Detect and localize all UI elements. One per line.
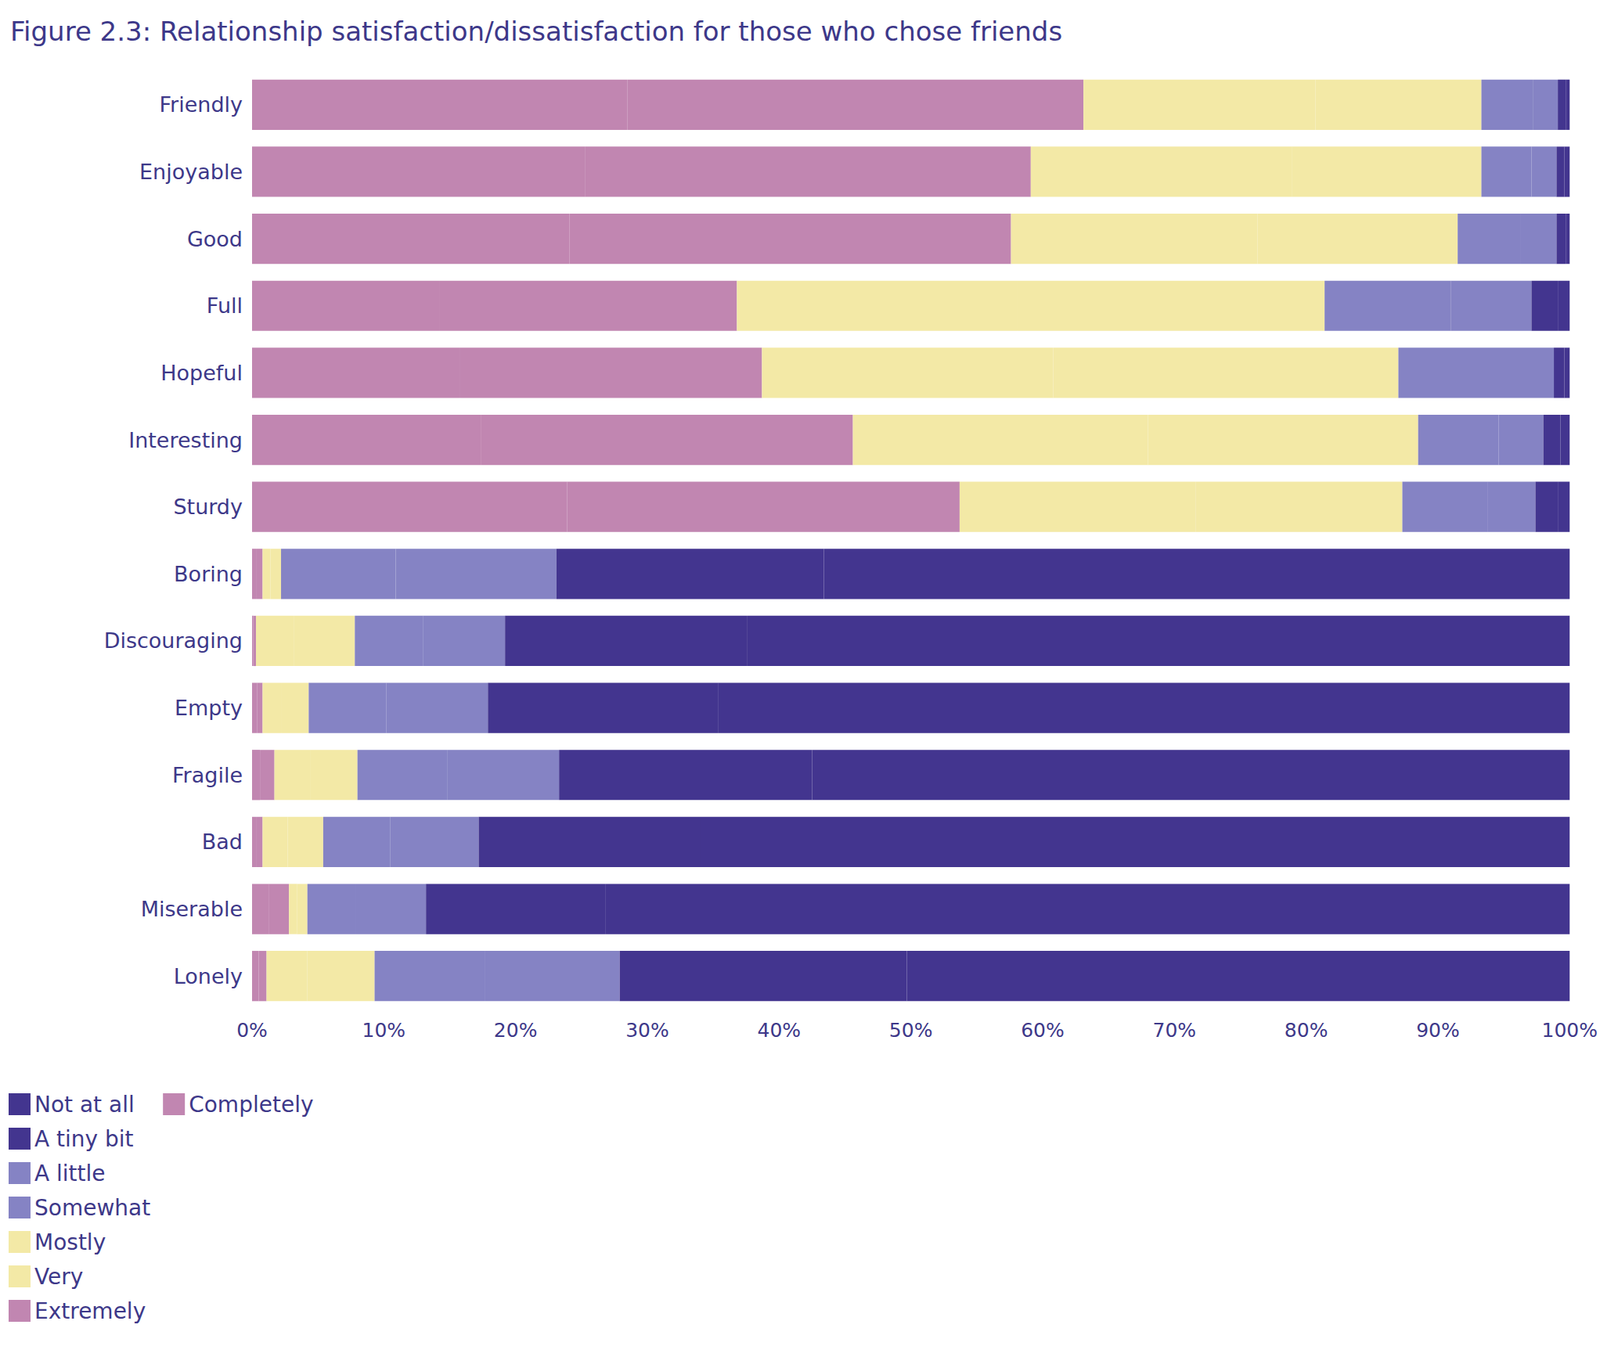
svg-text:Extremely: Extremely	[34, 1298, 146, 1325]
svg-text:Boring: Boring	[173, 562, 243, 587]
svg-text:Completely: Completely	[188, 1091, 314, 1118]
svg-text:Mostly: Mostly	[34, 1229, 106, 1256]
svg-text:20%: 20%	[493, 1019, 538, 1042]
svg-text:Miserable: Miserable	[140, 897, 243, 922]
svg-text:90%: 90%	[1416, 1019, 1460, 1042]
svg-text:30%: 30%	[625, 1019, 670, 1042]
svg-text:Friendly: Friendly	[158, 92, 243, 117]
svg-text:Sturdy: Sturdy	[172, 494, 243, 519]
svg-text:Somewhat: Somewhat	[34, 1195, 151, 1222]
svg-text:Hopeful: Hopeful	[160, 360, 243, 386]
svg-text:Enjoyable: Enjoyable	[139, 159, 243, 184]
svg-text:Figure 2.3: Relationship satis: Figure 2.3: Relationship satisfaction/di…	[10, 15, 1063, 47]
svg-text:60%: 60%	[1020, 1019, 1065, 1042]
svg-text:80%: 80%	[1284, 1019, 1329, 1042]
svg-text:0%: 0%	[236, 1019, 268, 1042]
svg-text:Empty: Empty	[174, 695, 243, 721]
svg-text:Not at all: Not at all	[34, 1091, 135, 1118]
svg-text:Good: Good	[187, 227, 243, 252]
svg-text:Interesting: Interesting	[128, 428, 243, 453]
svg-text:100%: 100%	[1542, 1019, 1598, 1042]
svg-text:Discouraging: Discouraging	[104, 628, 243, 653]
svg-text:Full: Full	[206, 293, 243, 318]
svg-text:Lonely: Lonely	[173, 964, 243, 989]
svg-text:A tiny bit: A tiny bit	[34, 1126, 134, 1153]
svg-text:40%: 40%	[757, 1019, 802, 1042]
svg-text:70%: 70%	[1152, 1019, 1197, 1042]
svg-text:Fragile: Fragile	[172, 763, 243, 788]
svg-text:50%: 50%	[889, 1019, 934, 1042]
svg-text:Very: Very	[34, 1264, 83, 1291]
svg-text:10%: 10%	[362, 1019, 407, 1042]
svg-text:Bad: Bad	[201, 829, 243, 855]
svg-text:A little: A little	[34, 1160, 106, 1187]
